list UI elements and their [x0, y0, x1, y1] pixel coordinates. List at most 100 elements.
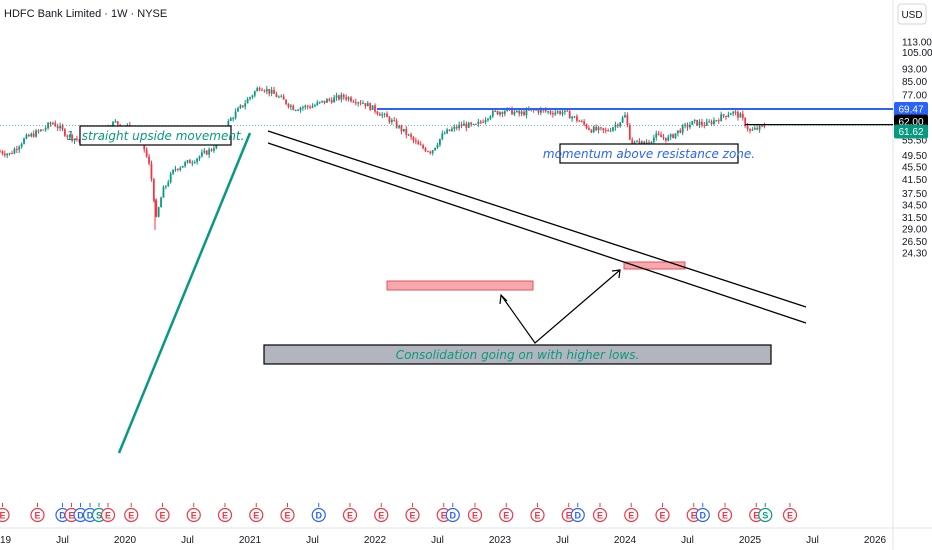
svg-text:S: S [96, 511, 102, 521]
x-tick-label: 2020 [114, 535, 137, 546]
event-marker-d[interactable]: D [570, 503, 585, 523]
event-marker-e[interactable]: E [0, 503, 10, 523]
candle [636, 139, 638, 143]
candle [309, 104, 311, 110]
event-marker-e[interactable]: E [655, 503, 670, 523]
time-axis[interactable]: 2019 Jul 2020 Jul 2021 Jul 2022 Jul 2023 Jul 2024 J… [0, 535, 887, 546]
event-marker-e[interactable]: E [374, 503, 389, 523]
candle [376, 110, 379, 116]
candle [174, 165, 177, 172]
event-marker-e[interactable]: E [155, 503, 170, 523]
svg-text:69.47: 69.47 [898, 104, 923, 115]
candle [311, 103, 314, 109]
svg-text:E: E [659, 511, 665, 521]
event-marker-e[interactable]: E [249, 503, 264, 523]
candle [472, 123, 475, 126]
candle [23, 137, 25, 145]
candle [616, 123, 619, 129]
candle [277, 95, 280, 99]
y-tick-label: 31.50 [902, 213, 927, 224]
event-marker-d[interactable]: D [311, 503, 326, 523]
event-marker-e[interactable]: E [405, 503, 420, 523]
y-tick-label: 34.50 [902, 201, 927, 212]
event-marker-e[interactable]: E [782, 503, 798, 523]
candle [71, 133, 74, 143]
candle [684, 122, 686, 129]
event-marker-e[interactable]: E [342, 503, 358, 523]
event-marker-e[interactable]: E [124, 503, 139, 523]
candle [484, 117, 487, 125]
svg-text:D: D [450, 511, 457, 521]
event-marker-s[interactable]: S [758, 503, 773, 523]
event-marker-d[interactable]: D [695, 503, 710, 523]
y-tick-label: 29.00 [902, 224, 927, 235]
candle [54, 120, 57, 127]
note-consolidation: Consolidation going on with higher lows. [263, 344, 772, 365]
candle [520, 108, 523, 117]
candle [155, 198, 158, 218]
svg-text:E: E [597, 511, 603, 521]
candle [458, 121, 461, 131]
candle [681, 124, 684, 136]
candle [701, 118, 703, 128]
event-marker-e[interactable]: E [186, 503, 201, 523]
candle [494, 109, 497, 113]
y-tick-label: 24.30 [902, 249, 927, 260]
svg-text:E: E [566, 511, 572, 521]
candle [619, 121, 622, 128]
candle [400, 124, 403, 135]
chart-title: HDFC Bank Limited · 1W · NYSE [4, 8, 167, 20]
candle [56, 123, 59, 132]
event-marker-e[interactable]: E [624, 503, 639, 523]
candle [662, 133, 665, 141]
event-marker-e[interactable]: E [717, 503, 733, 523]
candle [696, 119, 699, 127]
x-tick-label: Jul [556, 535, 569, 546]
candle [614, 121, 617, 131]
currency-label: USD [901, 10, 922, 21]
event-marker-e[interactable]: E [499, 503, 514, 523]
candle [713, 117, 715, 126]
event-marker-e[interactable]: E [100, 503, 116, 523]
x-tick-label: 2019 [0, 535, 12, 546]
candle [76, 135, 78, 142]
candle [674, 133, 677, 140]
currency-selector[interactable]: USD [897, 3, 927, 25]
event-marker-d[interactable]: D [445, 503, 460, 523]
candle [201, 149, 203, 158]
candle [405, 126, 408, 139]
event-marker-e[interactable]: E [467, 503, 483, 523]
event-marker-e[interactable]: E [592, 503, 608, 523]
candle [655, 130, 658, 141]
candle [335, 92, 338, 101]
candle [287, 103, 290, 109]
candle [270, 86, 273, 97]
event-marker-e[interactable]: E [280, 503, 295, 523]
svg-text:E: E [68, 511, 74, 521]
candle [503, 109, 506, 117]
candle [347, 96, 350, 102]
event-marker-e[interactable]: E [530, 503, 545, 523]
candle [198, 155, 201, 161]
candle [229, 116, 232, 122]
candle [424, 146, 427, 153]
x-tick-label: Jul [181, 535, 194, 546]
event-marker-e[interactable]: E [30, 503, 45, 523]
y-tick-label: 93.00 [902, 64, 927, 75]
candle [145, 147, 148, 158]
candle [720, 111, 723, 122]
candle [148, 153, 150, 166]
event-marker-e[interactable]: E [217, 503, 233, 523]
candle [758, 124, 761, 133]
candle [628, 123, 631, 141]
svg-text:E: E [128, 511, 134, 521]
candle [578, 119, 581, 122]
candle [566, 109, 569, 112]
candle [345, 94, 348, 102]
svg-text:D: D [87, 511, 94, 521]
svg-text:E: E [347, 511, 353, 521]
candle [386, 111, 388, 118]
